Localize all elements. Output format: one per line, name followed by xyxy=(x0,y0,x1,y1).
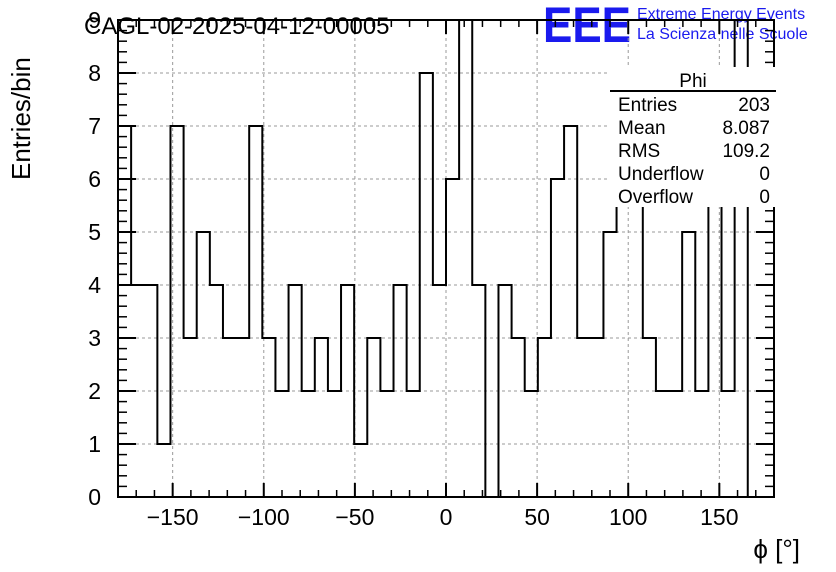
x-tick-labels: −150 −100 −50 0 50 100 150 xyxy=(147,504,739,530)
x-tick-label: 150 xyxy=(700,504,738,530)
histogram-bar xyxy=(249,126,262,497)
histogram-bar xyxy=(682,232,695,497)
x-tick-label: 0 xyxy=(440,504,453,530)
stats-label-overflow: Overflow xyxy=(618,187,693,208)
stats-title: Phi xyxy=(679,71,706,92)
x-axis-title: ϕ [°] xyxy=(753,534,800,564)
logo-line-2: La Scienza nelle Scuole xyxy=(637,26,808,43)
histogram-bar xyxy=(656,391,669,497)
histogram-bar xyxy=(210,285,223,497)
x-tick-label: 100 xyxy=(609,504,647,530)
histogram-bar xyxy=(433,285,446,497)
histogram-bar xyxy=(236,338,249,497)
histogram-bar xyxy=(603,232,616,497)
y-axis-title: Entries/bin xyxy=(6,57,36,180)
y-tick-label: 8 xyxy=(88,60,101,86)
histogram-bar xyxy=(643,338,656,497)
histogram-bar xyxy=(170,126,183,497)
stats-value-entries: 203 xyxy=(738,95,770,116)
y-tick-label: 4 xyxy=(88,272,101,298)
histogram-bar xyxy=(184,338,197,497)
histogram-bar xyxy=(341,285,354,497)
eee-logo-mark: EEE xyxy=(543,0,631,53)
y-tick-label: 6 xyxy=(88,166,101,192)
y-tick-labels: 0 1 2 3 4 5 6 7 8 9 xyxy=(88,7,101,510)
histogram-bar xyxy=(525,391,538,497)
histogram-bar xyxy=(328,391,341,497)
logo-line-1: Extreme Energy Events xyxy=(637,6,805,23)
histogram-bar xyxy=(223,338,236,497)
x-tick-label: 50 xyxy=(524,504,550,530)
stats-value-rms: 109.2 xyxy=(722,141,770,162)
y-tick-label: 2 xyxy=(88,378,101,404)
y-tick-label: 1 xyxy=(88,431,101,457)
y-tick-label: 7 xyxy=(88,113,101,139)
histogram-bar xyxy=(157,444,170,497)
histogram-outline xyxy=(117,19,774,498)
histogram-bar xyxy=(380,391,393,497)
histogram-bar xyxy=(459,20,472,497)
stats-label-mean: Mean xyxy=(618,118,666,139)
histogram-bar xyxy=(354,444,367,497)
histogram-bar xyxy=(394,285,407,497)
histogram-bar xyxy=(407,391,420,497)
histogram-bar xyxy=(262,338,275,497)
histogram-bar xyxy=(722,391,735,497)
stats-label-underflow: Underflow xyxy=(618,164,704,185)
histogram-bar xyxy=(446,179,459,497)
stats-box: Phi Entries 203 Mean 8.087 RMS 109.2 Und… xyxy=(610,67,776,208)
y-tick-label: 9 xyxy=(88,7,101,33)
x-tick-label: −100 xyxy=(238,504,290,530)
histogram-bar xyxy=(564,126,577,497)
stats-label-entries: Entries xyxy=(618,95,677,116)
histogram-bar xyxy=(472,285,485,497)
stats-value-underflow: 0 xyxy=(759,164,770,185)
histogram-bar xyxy=(367,338,380,497)
y-tick-label: 3 xyxy=(88,325,101,351)
histogram-bar xyxy=(197,232,210,497)
histogram-bar xyxy=(617,179,630,497)
histogram-bar xyxy=(512,338,525,497)
histogram-bar xyxy=(144,285,157,497)
y-tick-label: 5 xyxy=(88,219,101,245)
histogram-bar xyxy=(538,338,551,497)
stats-label-rms: RMS xyxy=(618,141,660,162)
x-tick-label: −50 xyxy=(335,504,374,530)
histogram-bar xyxy=(577,338,590,497)
histogram-bar xyxy=(590,338,603,497)
histogram-bar xyxy=(302,391,315,497)
histogram-bar xyxy=(118,126,131,497)
histogram-bar xyxy=(551,179,564,497)
y-tick-label: 0 xyxy=(88,484,101,510)
histogram-bar xyxy=(498,285,511,497)
histogram-bar xyxy=(275,391,288,497)
histogram-bar xyxy=(695,391,708,497)
stats-value-mean: 8.087 xyxy=(722,118,770,139)
chart-title: CAGL-02-2025-04-12-00005 xyxy=(84,13,390,40)
histogram-bar xyxy=(630,179,643,497)
stats-value-overflow: 0 xyxy=(759,187,770,208)
histogram-bar xyxy=(420,73,433,497)
histogram-bar xyxy=(289,285,302,497)
histogram-bar xyxy=(669,391,682,497)
histogram-bar xyxy=(315,338,328,497)
x-tick-label: −150 xyxy=(147,504,199,530)
